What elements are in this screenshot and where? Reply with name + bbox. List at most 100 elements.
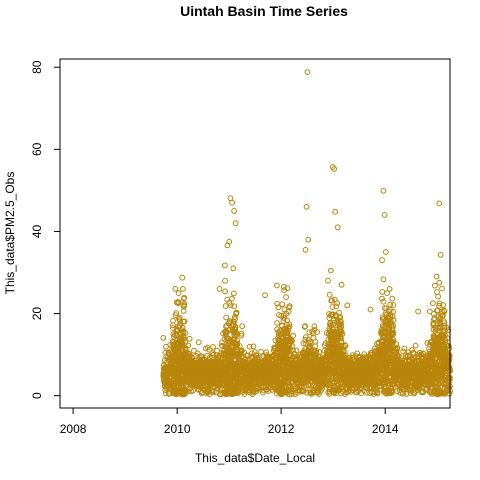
data-point (412, 342, 419, 349)
y-tick-label: 40 (30, 224, 44, 238)
data-point (400, 390, 407, 397)
data-point (289, 343, 296, 350)
data-point (380, 276, 387, 283)
data-point-outlier (231, 208, 238, 214)
data-point (231, 303, 238, 310)
data-point-outlier (401, 345, 408, 352)
data-point (185, 342, 192, 349)
data-point-outlier (381, 212, 388, 218)
data-point (394, 344, 401, 351)
data-point (275, 304, 282, 311)
data-point (435, 293, 442, 300)
x-axis: 2008 2010 2012 2014 (60, 408, 399, 436)
data-point (339, 331, 346, 338)
data-point (342, 342, 349, 349)
data-point (234, 337, 241, 344)
data-point (380, 298, 387, 305)
x-tick-label: 2010 (164, 422, 191, 436)
data-point (160, 335, 167, 341)
data-point (289, 337, 296, 344)
data-point (233, 309, 240, 316)
data-point (306, 329, 313, 336)
data-point (374, 389, 381, 396)
data-point-outlier (382, 249, 389, 255)
data-point (230, 290, 237, 297)
data-point (416, 349, 423, 356)
data-point (354, 389, 360, 396)
data-point (387, 301, 394, 308)
x-tick-label: 2008 (60, 422, 87, 436)
data-point-outlier (379, 257, 386, 264)
data-point (238, 330, 245, 337)
data-point-outlier (250, 343, 257, 350)
data-point (390, 322, 397, 329)
data-point (319, 385, 326, 392)
data-point (292, 389, 299, 396)
data-point (396, 353, 402, 360)
data-point (190, 387, 196, 394)
data-point (312, 338, 319, 345)
x-tick-label: 2014 (372, 422, 399, 436)
data-point (179, 274, 186, 281)
data-point (238, 354, 245, 360)
data-point-outlier (334, 224, 341, 231)
data-point (232, 323, 239, 330)
data-point-outlier (433, 273, 440, 280)
data-point-outlier (367, 306, 374, 313)
data-point (229, 295, 235, 302)
data-point-outlier (380, 187, 387, 194)
data-point-outlier (226, 238, 233, 245)
data-point (326, 311, 332, 317)
y-tick-label: 20 (30, 307, 44, 321)
data-point-outlier (327, 267, 334, 274)
data-point (173, 310, 180, 317)
data-point-outlier (230, 265, 237, 272)
data-point (390, 317, 397, 324)
data-point-outlier (180, 286, 186, 292)
data-point (307, 339, 314, 345)
data-point-outlier (305, 236, 312, 243)
data-point-outlier (436, 200, 443, 207)
y-tick-label: 80 (30, 60, 44, 74)
data-point (338, 328, 345, 335)
data-point (313, 347, 319, 354)
data-point (338, 321, 344, 328)
data-point (280, 318, 287, 325)
data-point (342, 342, 348, 349)
data-point (162, 390, 169, 397)
data-point-outlier (444, 325, 450, 331)
data-point (388, 384, 395, 391)
y-tick-label: 0 (30, 392, 44, 399)
data-point (301, 388, 307, 395)
data-point (279, 301, 286, 308)
data-point (181, 318, 188, 325)
data-point (326, 327, 333, 334)
data-point (290, 332, 297, 339)
data-point (176, 314, 183, 321)
data-point-outlier (338, 281, 345, 288)
data-point-outlier (229, 199, 236, 206)
data-point (210, 344, 216, 350)
data-point (186, 351, 192, 358)
data-point (341, 348, 348, 355)
data-point (232, 316, 239, 323)
data-point (390, 329, 397, 336)
data-point (284, 285, 291, 292)
data-point (441, 320, 448, 327)
data-point (316, 391, 322, 397)
data-point-outlier (175, 299, 182, 306)
data-point-outlier (170, 331, 177, 338)
data-point (232, 326, 239, 333)
data-point (186, 335, 193, 342)
data-point-outlier (331, 166, 338, 172)
data-point (331, 319, 338, 326)
data-point (364, 385, 371, 392)
data-point (181, 294, 188, 301)
data-point-outlier (303, 203, 310, 210)
data-point (179, 325, 186, 332)
data-point (255, 385, 262, 392)
data-point (180, 308, 187, 314)
